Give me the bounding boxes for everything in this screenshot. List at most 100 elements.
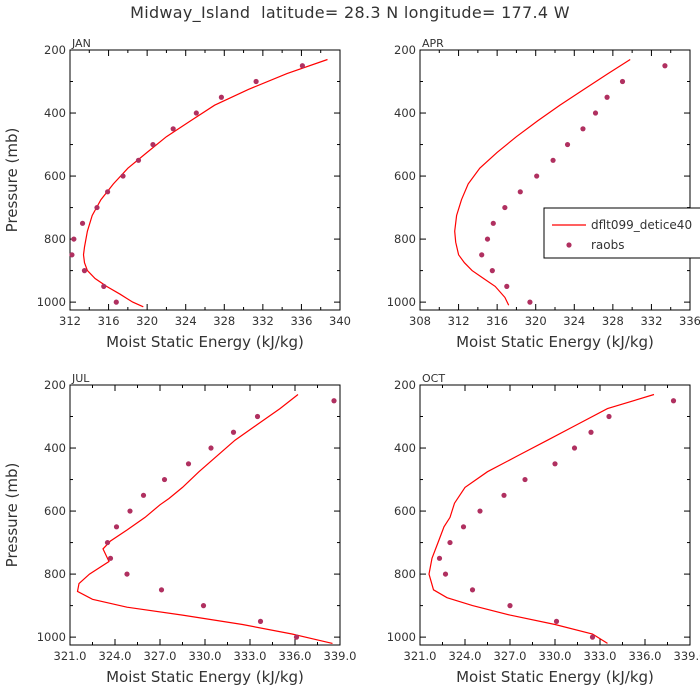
obs-point xyxy=(193,110,199,116)
obs-point xyxy=(588,429,594,435)
x-tick-label: 321.0 xyxy=(54,649,87,663)
x-tick-label: 312 xyxy=(448,314,470,328)
obs-point xyxy=(553,618,560,624)
obs-point xyxy=(619,78,626,85)
obs-point xyxy=(107,555,114,561)
obs-point xyxy=(484,236,491,242)
x-tick-label: 324.0 xyxy=(99,649,132,663)
y-tick-label: 200 xyxy=(44,43,66,57)
obs-point xyxy=(140,492,147,498)
obs-point xyxy=(534,173,540,179)
x-axis-label: Moist Static Energy (kJ/kg) xyxy=(456,668,654,686)
x-tick-label: 336.0 xyxy=(629,649,662,663)
obs-point xyxy=(113,299,119,305)
y-tick-label: 600 xyxy=(394,169,416,183)
obs-point xyxy=(604,94,610,100)
x-tick-label: 340 xyxy=(329,314,351,328)
obs-point xyxy=(257,618,264,624)
x-tick-label: 333.0 xyxy=(584,649,617,663)
x-tick-label: 327.0 xyxy=(144,649,177,663)
x-tick-label: 324 xyxy=(563,314,585,328)
x-axis-label: Moist Static Energy (kJ/kg) xyxy=(106,668,304,686)
x-tick-label: 308 xyxy=(409,314,431,328)
obs-point xyxy=(502,204,508,211)
x-tick-label: 336 xyxy=(679,314,700,328)
y-tick-label: 600 xyxy=(44,504,66,518)
y-tick-label: 400 xyxy=(44,441,66,455)
y-tick-label: 200 xyxy=(394,43,416,57)
obs-point xyxy=(589,634,596,640)
x-tick-label: 324.0 xyxy=(449,649,482,663)
legend-box xyxy=(543,207,700,259)
y-tick-label: 400 xyxy=(394,106,416,120)
x-tick-label: 330.0 xyxy=(539,649,572,663)
obs-point xyxy=(135,157,142,163)
x-tick-label: 320 xyxy=(525,314,547,328)
x-tick-label: 333.0 xyxy=(234,649,267,663)
y-tick-label: 1000 xyxy=(387,295,416,309)
legend-entry-model: dflt099_detice40 xyxy=(591,218,692,232)
y-axis-label: Pressure (mb) xyxy=(3,128,21,233)
x-axis-label: Moist Static Energy (kJ/kg) xyxy=(106,333,304,351)
obs-point xyxy=(550,157,556,163)
obs-point xyxy=(504,283,510,289)
y-tick-label: 200 xyxy=(394,378,416,392)
x-tick-label: 339.0 xyxy=(324,649,357,663)
model-line xyxy=(454,58,631,306)
model-line xyxy=(82,58,328,308)
obs-point xyxy=(124,571,130,577)
obs-point xyxy=(127,508,133,514)
y-tick-label: 400 xyxy=(44,106,66,120)
x-tick-label: 332 xyxy=(252,314,274,328)
obs-point xyxy=(477,508,483,514)
chart-panel-jan: 312 316 320 324 328 332 336 340 200 400 600 800 1000… xyxy=(3,37,351,351)
chart-panel-jul: 321.0 324.0 327.0 330.0 333.0 336.0 339.0 200 40… xyxy=(3,372,356,686)
obs-point xyxy=(469,587,476,593)
obs-point xyxy=(105,189,111,195)
obs-point xyxy=(489,268,495,274)
obs-point xyxy=(113,524,120,530)
y-tick-label: 800 xyxy=(394,232,416,246)
obs-point xyxy=(170,126,176,132)
obs-point xyxy=(460,524,467,530)
obs-point xyxy=(94,204,100,211)
y-tick-label: 800 xyxy=(44,232,66,246)
legend-entry-obs: raobs xyxy=(591,238,625,252)
x-tick-label: 316 xyxy=(98,314,120,328)
obs-point xyxy=(208,445,214,451)
panel-label: OCT xyxy=(422,372,445,385)
obs-point xyxy=(490,220,496,226)
obs-point xyxy=(150,141,156,148)
obs-point xyxy=(253,78,259,85)
panel-label: JUL xyxy=(71,372,90,385)
panel-label: APR xyxy=(422,37,444,50)
obs-point xyxy=(101,283,107,289)
obs-point xyxy=(564,141,571,148)
obs-point xyxy=(662,63,668,69)
x-tick-label: 320 xyxy=(136,314,158,328)
obs-point xyxy=(592,110,599,116)
obs-point xyxy=(580,126,586,132)
x-tick-label: 327.0 xyxy=(494,649,527,663)
obs-point xyxy=(522,476,528,483)
y-axis-label: Pressure (mb) xyxy=(3,463,21,568)
obs-point xyxy=(158,587,165,593)
obs-point xyxy=(606,413,612,420)
x-tick-label: 336.0 xyxy=(279,649,312,663)
y-tick-label: 1000 xyxy=(37,630,66,644)
obs-point xyxy=(571,445,578,451)
x-tick-label: 321.0 xyxy=(404,649,437,663)
obs-point xyxy=(71,236,77,242)
y-tick-label: 1000 xyxy=(37,295,66,309)
obs-point xyxy=(517,189,523,195)
obs-point xyxy=(69,252,75,258)
obs-point xyxy=(79,220,86,226)
y-tick-label: 1000 xyxy=(387,630,416,644)
obs-point xyxy=(254,413,261,420)
y-tick-label: 600 xyxy=(394,504,416,518)
obs-point xyxy=(507,603,513,609)
obs-point xyxy=(104,539,111,546)
obs-point xyxy=(501,492,507,498)
